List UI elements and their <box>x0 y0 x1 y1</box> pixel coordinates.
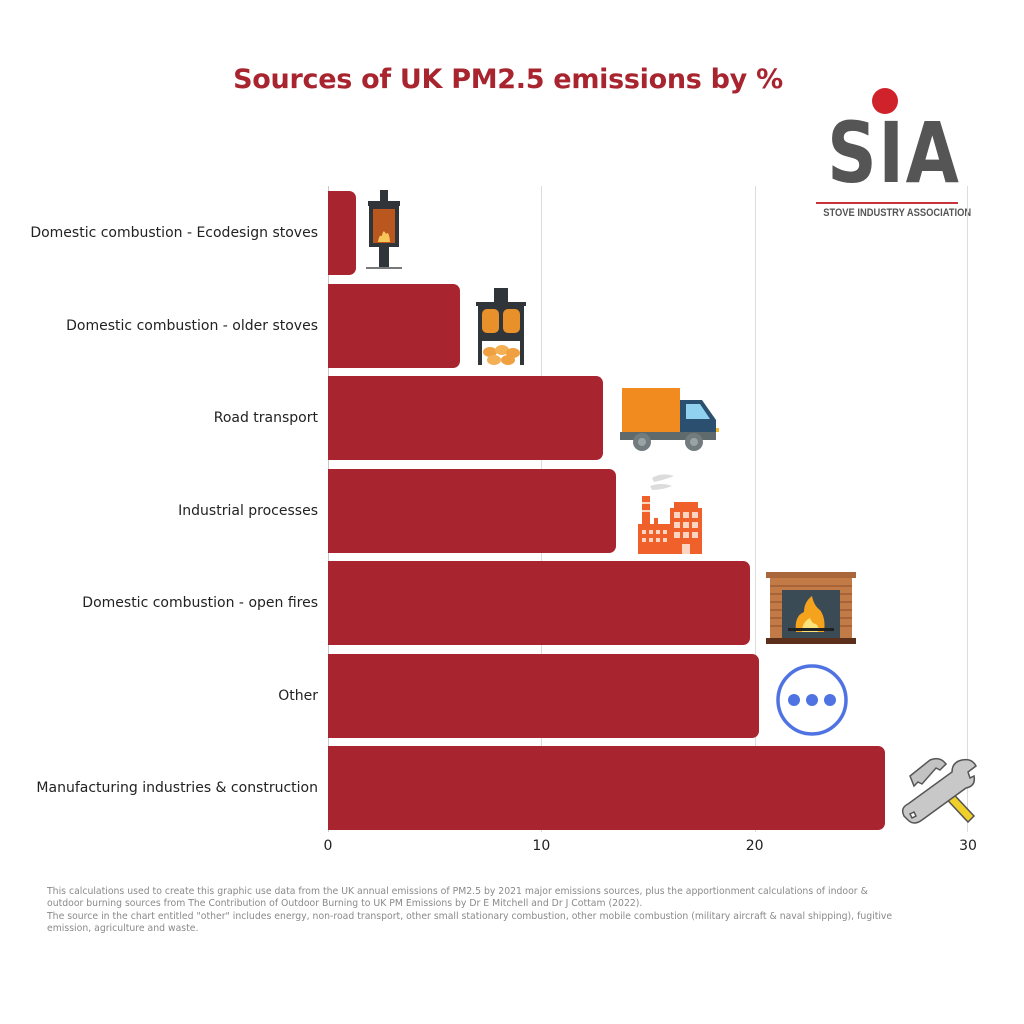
more-dots-icon <box>776 664 848 736</box>
bar: 26.1 <box>328 746 885 830</box>
plot-area: 1.3 6.212.9 13.519.8 20.226.1 <box>328 186 968 832</box>
hammer-wrench-icon <box>901 757 977 824</box>
category-label: Manufacturing industries & construction <box>36 780 318 796</box>
ecodesign-stove-icon <box>366 190 402 269</box>
fireplace-icon <box>766 572 856 644</box>
bar: 12.9 <box>328 376 604 460</box>
sia-logo: SIA STOVE INDUSTRY ASSOCIATION <box>812 88 972 228</box>
category-label: Domestic combustion - older stoves <box>66 318 318 334</box>
factory-icon <box>638 474 702 554</box>
chart-title: Sources of UK PM2.5 emissions by % <box>233 64 783 95</box>
category-label: Other <box>278 688 318 704</box>
logo-letters: SIA <box>827 104 961 202</box>
category-label: Road transport <box>213 410 318 426</box>
category-label: Industrial processes <box>178 503 318 519</box>
bar: 13.5 <box>328 469 616 553</box>
logo-subtitle: STOVE INDUSTRY ASSOCIATION <box>823 207 972 219</box>
gridline-20 <box>755 186 756 832</box>
bar: 19.8 <box>328 561 751 645</box>
category-label: Domestic combustion - Ecodesign stoves <box>30 225 318 241</box>
x-tick-label: 20 <box>745 838 764 854</box>
logo-dot <box>872 88 898 114</box>
footnote-line-1: This calculations used to create this gr… <box>47 886 868 910</box>
bar: 1.3 <box>328 191 356 275</box>
older-stove-icon <box>476 288 526 365</box>
footnote: This calculations used to create this gr… <box>47 886 907 936</box>
bar: 6.2 <box>328 284 461 368</box>
gridline-30 <box>967 186 968 832</box>
x-tick-label: 10 <box>532 838 551 854</box>
x-tick-label: 0 <box>323 838 333 854</box>
x-tick-label: 30 <box>959 838 977 854</box>
bar: 20.2 <box>328 654 759 738</box>
truck-icon <box>620 388 719 451</box>
footnote-line-2: The source in the chart entitled "other"… <box>47 910 893 935</box>
category-label: Domestic combustion - open fires <box>82 595 318 611</box>
logo-rule <box>816 202 958 204</box>
